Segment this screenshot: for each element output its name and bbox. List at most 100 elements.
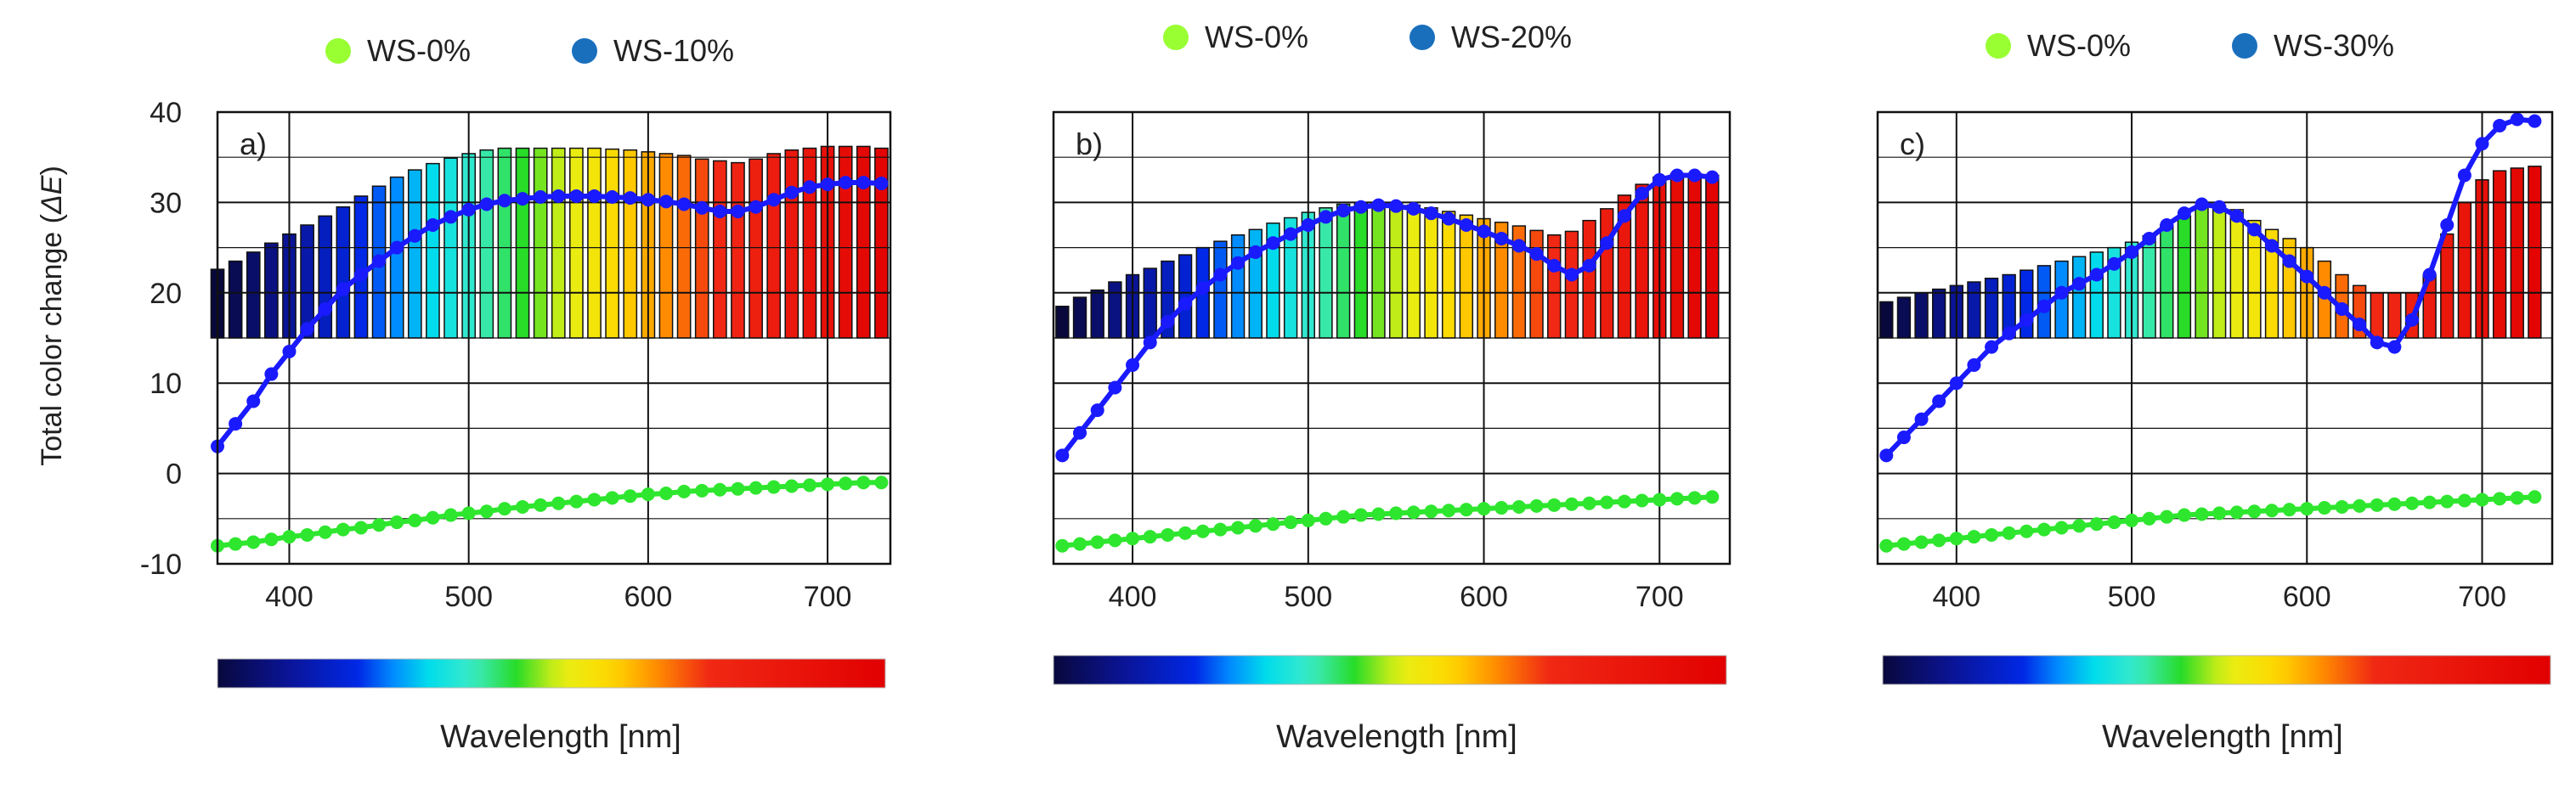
plot-frame xyxy=(216,110,892,566)
data-point xyxy=(2089,267,2104,282)
y-tick-label: 0 xyxy=(166,459,182,491)
y-axis-title-close: ) xyxy=(36,166,68,175)
data-point xyxy=(1266,236,1280,250)
y-tick-labels: 40 30 20 10 0 -10 xyxy=(140,97,182,581)
data-point xyxy=(2247,222,2262,237)
spectral-bar xyxy=(1896,296,1912,339)
data-point xyxy=(766,193,781,207)
spectral-bar xyxy=(2212,205,2227,339)
data-point xyxy=(1582,496,1596,510)
spectral-bar xyxy=(1669,172,1685,339)
data-point xyxy=(1090,535,1104,549)
spectral-bar xyxy=(1406,204,1421,339)
data-point xyxy=(2020,524,2034,538)
spectral-bar xyxy=(1108,281,1122,339)
y-tick-label: 10 xyxy=(150,368,182,400)
data-point xyxy=(2317,285,2331,300)
data-point xyxy=(1705,490,1720,504)
spectral-bar xyxy=(2247,219,2262,339)
y-axis-title-symbol: ΔE xyxy=(36,175,68,215)
data-point xyxy=(1459,218,1473,232)
data-point xyxy=(2247,504,2262,519)
x-axis-title: Wavelength [nm] xyxy=(1276,719,1517,755)
data-point xyxy=(1248,519,1263,533)
spectral-bar xyxy=(2457,201,2472,339)
data-point xyxy=(2089,517,2104,532)
spectral-bar xyxy=(605,148,619,339)
panel-b: WS-0% WS-20% 400 500 600 700 b) Wavelength [nm] xyxy=(1052,20,1731,755)
data-point xyxy=(1231,521,1246,535)
data-point xyxy=(2528,114,2542,128)
spectral-bar xyxy=(731,161,745,339)
data-point xyxy=(2054,521,2069,535)
data-point xyxy=(1669,168,1684,183)
data-point xyxy=(587,189,602,203)
data-point xyxy=(1336,509,1351,524)
spectral-bar xyxy=(2177,215,2192,339)
x-tick-label: 600 xyxy=(1460,581,1508,613)
data-point xyxy=(1985,527,1999,542)
data-point xyxy=(1511,239,1526,253)
spectral-bar xyxy=(515,147,530,339)
legend-marker xyxy=(1163,25,1189,50)
data-point xyxy=(1143,530,1157,544)
data-point xyxy=(874,476,889,490)
data-point xyxy=(1073,537,1087,551)
data-point xyxy=(1424,504,1438,519)
data-point xyxy=(1389,506,1404,521)
data-point xyxy=(2195,507,2209,521)
data-point xyxy=(516,499,530,514)
data-point xyxy=(2265,239,2279,253)
data-point xyxy=(2160,509,2174,524)
spectral-bar xyxy=(1143,267,1157,339)
data-point xyxy=(2457,168,2471,183)
data-point xyxy=(1967,357,1981,372)
data-point xyxy=(2125,513,2139,527)
data-point xyxy=(2353,498,2367,513)
data-point xyxy=(2142,231,2156,245)
data-point xyxy=(2387,340,2402,354)
spectral-bar xyxy=(1705,174,1720,339)
data-point xyxy=(605,190,619,205)
data-point xyxy=(2510,112,2524,127)
data-point xyxy=(1073,425,1087,440)
data-point xyxy=(264,532,279,547)
data-point xyxy=(874,177,889,191)
data-point xyxy=(1932,394,1946,408)
spectral-bar xyxy=(2229,209,2244,339)
data-point xyxy=(713,482,727,497)
spectral-bar xyxy=(497,147,512,339)
data-point xyxy=(1195,524,1210,538)
spectral-bar xyxy=(533,147,548,339)
data-point xyxy=(2317,501,2331,515)
data-point xyxy=(623,191,637,205)
data-point xyxy=(1178,296,1193,311)
data-point xyxy=(2422,495,2437,509)
data-point xyxy=(2125,245,2139,259)
data-point xyxy=(784,185,799,200)
data-point xyxy=(839,175,853,189)
data-point xyxy=(1547,258,1562,273)
spectral-bar xyxy=(1353,201,1369,339)
data-point xyxy=(1967,530,1981,544)
spectral-bar xyxy=(1687,172,1702,339)
data-point xyxy=(246,394,261,408)
legend-label: WS-0% xyxy=(2027,28,2131,63)
panel-label: a) xyxy=(240,127,267,161)
data-point xyxy=(1284,515,1298,530)
data-point xyxy=(1213,522,1228,537)
spectral-bar xyxy=(749,158,763,339)
data-point xyxy=(2212,200,2227,214)
data-point xyxy=(390,515,404,530)
data-point xyxy=(749,481,763,495)
data-point xyxy=(1669,492,1684,506)
data-point xyxy=(1914,535,1929,549)
data-point xyxy=(1477,502,1491,516)
data-point xyxy=(749,200,763,214)
data-point xyxy=(2457,493,2471,508)
x-tick-label: 700 xyxy=(2458,581,2506,613)
x-tick-label: 400 xyxy=(265,581,314,613)
spectral-bar xyxy=(389,176,404,339)
x-tick-label: 500 xyxy=(2108,581,2156,613)
